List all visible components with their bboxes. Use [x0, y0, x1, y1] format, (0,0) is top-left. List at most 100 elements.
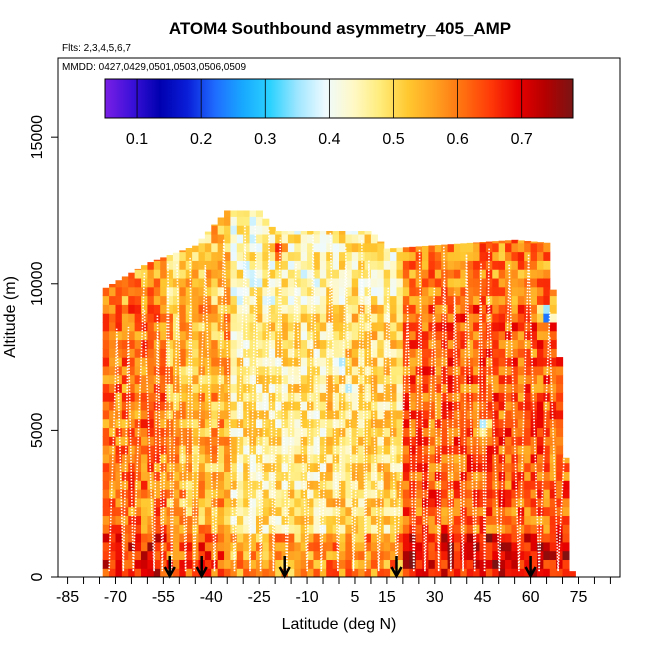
heatmap-cell	[134, 383, 142, 393]
heatmap-cell	[479, 277, 487, 288]
heatmap-cell	[275, 348, 283, 358]
heatmap-cell	[428, 304, 436, 314]
heatmap-cell	[262, 418, 270, 429]
heatmap-cell	[230, 260, 238, 270]
heatmap-cell	[441, 418, 449, 429]
heatmap-cell	[556, 357, 564, 367]
heatmap-cell	[479, 462, 487, 473]
heatmap-cell	[217, 321, 225, 332]
heatmap-cell	[511, 445, 519, 455]
heatmap-cell	[517, 524, 525, 534]
heatmap-cell	[505, 550, 513, 561]
heatmap-cell	[109, 541, 117, 552]
heatmap-cell	[447, 427, 455, 437]
heatmap-cell	[415, 462, 423, 473]
heatmap-cell	[441, 497, 449, 508]
heatmap-cell	[141, 418, 149, 429]
heatmap-cell	[294, 321, 302, 332]
heatmap-cell	[492, 365, 500, 376]
heatmap-cell	[524, 348, 532, 358]
heatmap-cell	[262, 436, 270, 446]
heatmap-cell	[370, 462, 378, 473]
heatmap-cell	[192, 418, 200, 429]
heatmap-cell	[383, 251, 391, 261]
heatmap-cell	[249, 480, 257, 490]
heatmap-cell	[326, 453, 334, 464]
heatmap-cell	[415, 471, 423, 481]
heatmap-cell	[147, 365, 155, 376]
heatmap-cell	[319, 559, 327, 569]
heatmap-cell	[300, 445, 308, 455]
heatmap-cell	[211, 436, 219, 446]
heatmap-cell	[332, 295, 340, 305]
heatmap-cell	[243, 550, 251, 561]
heatmap-cell	[224, 210, 232, 217]
heatmap-cell	[236, 348, 244, 358]
heatmap-cell	[332, 304, 340, 314]
heatmap-cell	[453, 260, 461, 270]
heatmap-cell	[517, 401, 525, 411]
heatmap-cell	[230, 401, 238, 411]
heatmap-cell	[339, 533, 346, 543]
heatmap-cell	[121, 401, 129, 411]
heatmap-cell	[204, 497, 212, 508]
heatmap-cell	[460, 409, 468, 420]
heatmap-cell	[479, 286, 487, 297]
heatmap-cell	[166, 374, 174, 385]
heatmap-cell	[358, 497, 366, 508]
heatmap-cell	[243, 321, 251, 332]
heatmap-cell	[422, 436, 430, 446]
heatmap-cell	[147, 357, 155, 367]
heatmap-cell	[198, 462, 206, 473]
heatmap-cell	[262, 497, 270, 508]
heatmap-cell	[536, 568, 544, 577]
heatmap-cell	[313, 480, 321, 490]
heatmap-cell	[102, 330, 110, 341]
heatmap-cell	[536, 559, 544, 569]
heatmap-cell	[166, 255, 174, 261]
heatmap-cell	[505, 489, 513, 499]
heatmap-cell	[485, 392, 493, 402]
heatmap-cell	[434, 515, 442, 525]
heatmap-cell	[236, 313, 244, 323]
heatmap-cell	[294, 348, 302, 358]
heatmap-cell	[434, 339, 442, 349]
heatmap-cell	[115, 330, 123, 341]
colorbar-tick-label: 0.2	[190, 131, 212, 148]
heatmap-cell	[351, 277, 359, 288]
heatmap-cell	[485, 480, 493, 490]
heatmap-cell	[102, 427, 110, 437]
heatmap-cell	[453, 533, 461, 543]
heatmap-cell	[409, 286, 417, 297]
heatmap-cell	[268, 260, 276, 270]
heatmap-cell	[268, 533, 276, 543]
heatmap-cell	[536, 506, 544, 517]
colorbar-tick-label: 0.7	[511, 131, 533, 148]
profile-arrow	[278, 556, 291, 579]
heatmap-cell	[396, 260, 404, 270]
heatmap-cell	[383, 392, 391, 402]
heatmap-cell	[185, 374, 193, 385]
heatmap-cell	[275, 251, 283, 261]
heatmap-cell	[339, 568, 346, 577]
heatmap-cell	[517, 418, 525, 429]
heatmap-cell	[466, 471, 474, 481]
heatmap-cell	[211, 321, 219, 332]
heatmap-cell	[326, 497, 334, 508]
heatmap-cell	[307, 550, 315, 561]
heatmap-cell	[185, 436, 193, 446]
heatmap-cell	[217, 401, 225, 411]
heatmap-cell	[134, 401, 142, 411]
heatmap-cell	[358, 401, 366, 411]
heatmap-cell	[473, 497, 481, 508]
heatmap-cell	[115, 295, 123, 305]
heatmap-cell	[211, 524, 219, 534]
heatmap-cell	[121, 480, 129, 490]
x-tick-label: -40	[200, 589, 223, 606]
heatmap-cell	[351, 286, 359, 297]
heatmap-cell	[204, 295, 212, 305]
heatmap-cell	[409, 365, 417, 376]
heatmap-cell	[447, 286, 455, 297]
heatmap-cell	[141, 265, 149, 270]
